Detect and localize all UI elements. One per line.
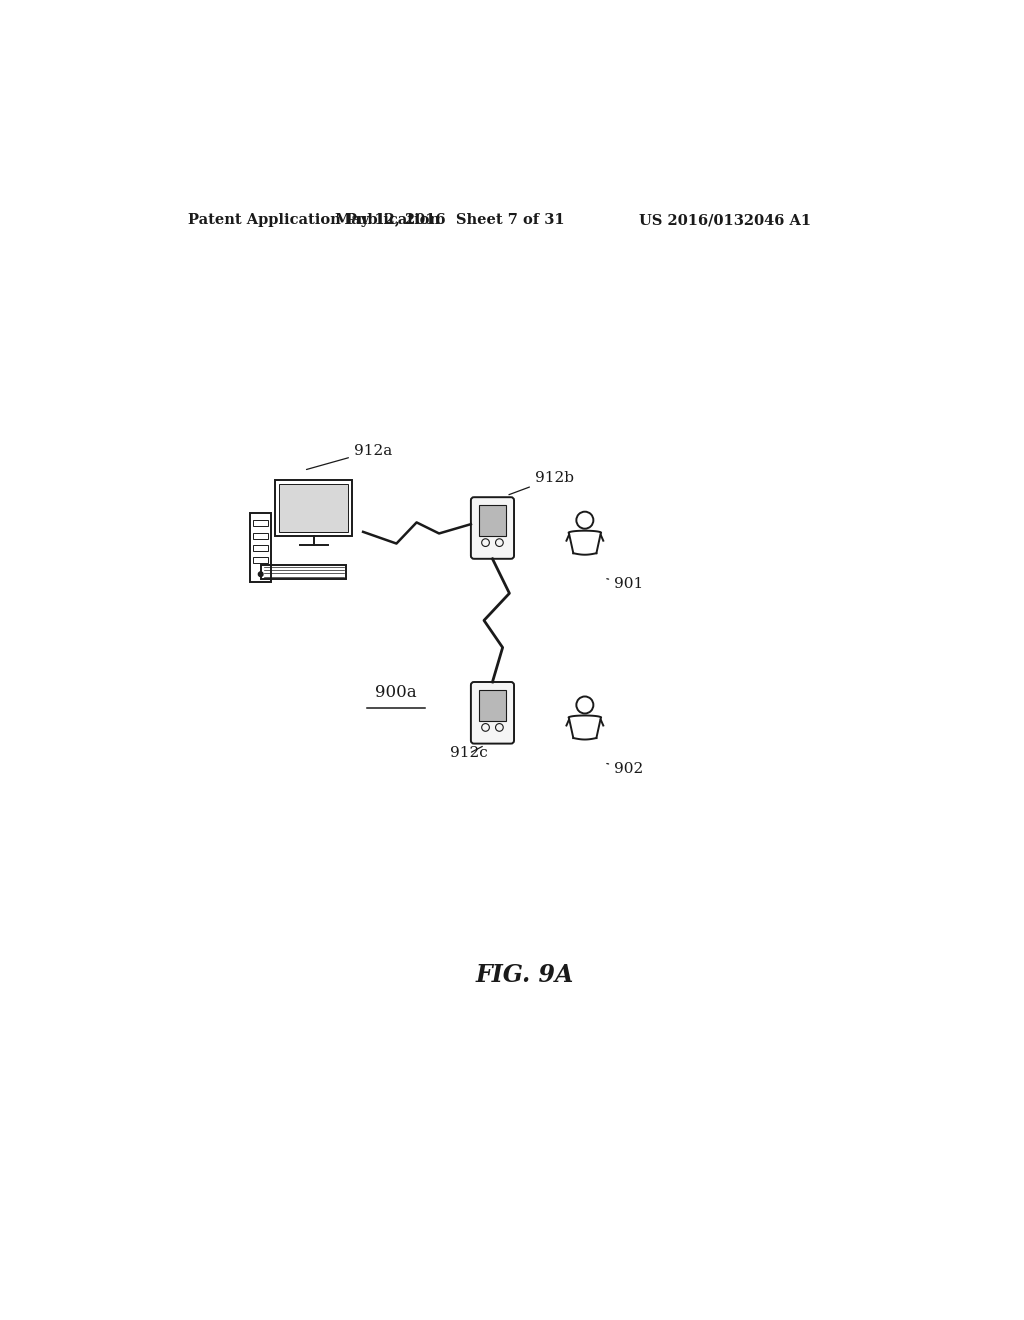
Bar — [253, 533, 268, 539]
Bar — [253, 545, 268, 552]
Text: 901: 901 — [607, 577, 643, 591]
Bar — [253, 520, 268, 527]
Bar — [280, 484, 348, 532]
Text: May 12, 2016  Sheet 7 of 31: May 12, 2016 Sheet 7 of 31 — [335, 213, 565, 227]
Text: 900a: 900a — [376, 684, 417, 701]
Bar — [478, 689, 506, 721]
Text: 902: 902 — [607, 762, 643, 776]
Text: 912a: 912a — [306, 444, 392, 470]
Bar — [250, 512, 271, 582]
Bar — [275, 480, 352, 536]
Bar — [253, 557, 268, 564]
FancyBboxPatch shape — [471, 682, 514, 743]
Circle shape — [258, 572, 263, 577]
Bar — [261, 565, 346, 579]
Text: 912c: 912c — [451, 746, 487, 760]
Bar — [478, 504, 506, 536]
Text: Patent Application Publication: Patent Application Publication — [188, 213, 440, 227]
FancyBboxPatch shape — [471, 498, 514, 558]
Text: FIG. 9A: FIG. 9A — [475, 962, 574, 986]
Text: US 2016/0132046 A1: US 2016/0132046 A1 — [639, 213, 811, 227]
Text: 912b: 912b — [509, 471, 573, 495]
